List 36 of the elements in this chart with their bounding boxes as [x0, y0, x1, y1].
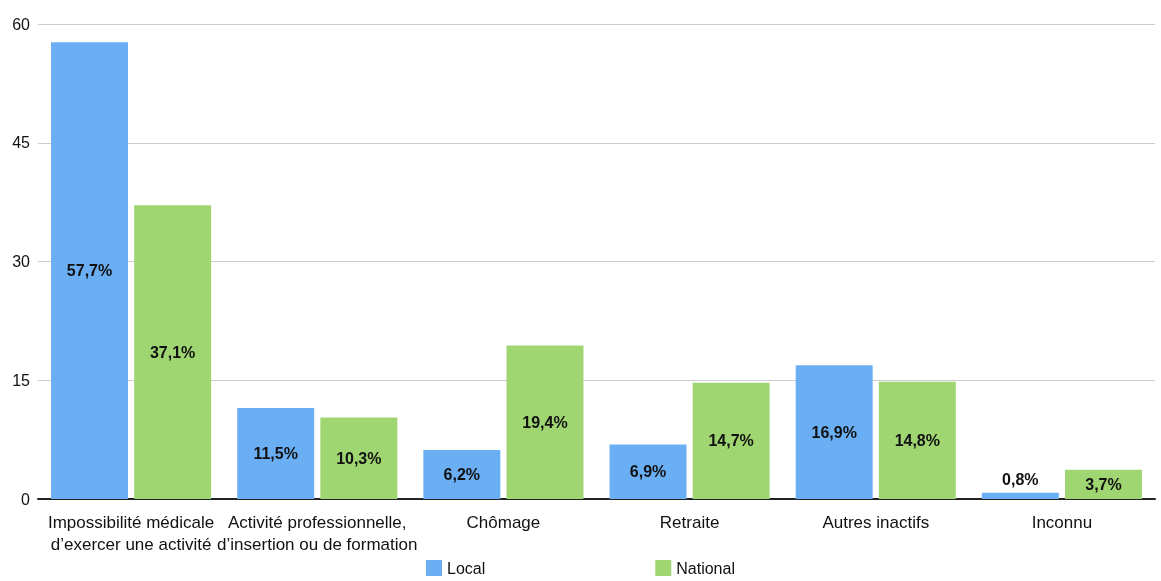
- x-tick-label: Autres inactifs: [822, 512, 930, 532]
- x-tick-label: Impossibilité médicale d’exercer une activité: [47, 512, 215, 554]
- bar: [795, 365, 873, 499]
- bar: [423, 449, 501, 499]
- data-label: 6,9%: [629, 463, 667, 481]
- data-label: 14,8%: [894, 431, 940, 449]
- data-label: 0,8%: [1002, 471, 1039, 489]
- legend-label: Local: [447, 559, 486, 577]
- data-label: 6,2%: [443, 465, 481, 483]
- bar: [506, 345, 584, 499]
- y-tick-label: 30: [12, 253, 31, 270]
- data-label: 37,1%: [149, 343, 196, 361]
- bar: [981, 492, 1059, 499]
- bar: [51, 42, 128, 499]
- y-tick-label: 0: [21, 490, 31, 508]
- bar: [878, 381, 956, 499]
- bar: [237, 407, 315, 499]
- x-tick-label: Activité professionnelle, d’insertion ou de formation: [217, 512, 418, 554]
- data-label: 10,3%: [336, 449, 382, 467]
- x-tick-label: Retraite: [659, 512, 720, 532]
- data-label: 14,7%: [708, 432, 754, 450]
- data-label: 16,9%: [811, 423, 857, 441]
- data-label: 11,5%: [253, 444, 298, 462]
- bar: [134, 205, 212, 499]
- x-tick-label: Inconnu: [1031, 512, 1093, 532]
- data-label: 19,4%: [522, 413, 568, 431]
- legend-label: National: [676, 559, 735, 577]
- bar: [692, 382, 770, 499]
- y-tick-label: 60: [12, 15, 31, 33]
- y-tick-label: 45: [12, 134, 31, 152]
- y-tick-label: 15: [12, 371, 31, 389]
- bar: [609, 444, 687, 499]
- data-label: 57,7%: [66, 262, 113, 280]
- data-label: 3,7%: [1085, 475, 1122, 493]
- x-tick-label: Chômage: [466, 512, 541, 532]
- bar: [320, 417, 398, 499]
